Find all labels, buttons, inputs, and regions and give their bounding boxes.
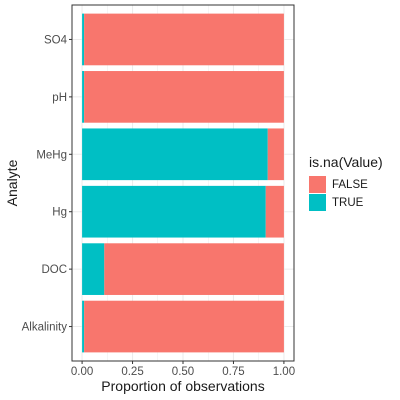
x-tick-label: 0.00	[71, 366, 93, 378]
bar-ph-true	[82, 71, 84, 123]
bar-hg-true	[82, 186, 266, 238]
bar-doc-false	[104, 243, 284, 295]
legend-label-false: FALSE	[332, 179, 368, 191]
y-tick-label: DOC	[41, 264, 67, 276]
y-tick-label: pH	[52, 92, 67, 104]
legend-swatch-false	[309, 176, 326, 193]
legend-item-true: TRUE	[309, 194, 383, 211]
bar-hg-false	[266, 186, 284, 238]
y-axis-title: Analyte	[4, 159, 20, 206]
bar-alkalinity-false	[84, 301, 284, 353]
legend: is.na(Value) FALSE TRUE	[309, 154, 383, 212]
x-axis: 0.00 0.25 0.50 0.75 1.00	[71, 361, 295, 378]
bar-doc-true	[82, 243, 104, 295]
legend-item-false: FALSE	[309, 176, 383, 193]
y-tick-label: MeHg	[36, 149, 67, 161]
legend-swatch-true	[309, 194, 326, 211]
x-tick-label: 0.50	[172, 366, 194, 378]
legend-title: is.na(Value)	[309, 154, 383, 170]
x-tick-label: 1.00	[273, 366, 295, 378]
bar-mehg-true	[82, 128, 268, 180]
x-tick-label: 0.25	[121, 366, 143, 378]
bar-so4-false	[84, 14, 284, 66]
legend-label-true: TRUE	[332, 197, 363, 209]
x-axis-title: Proportion of observations	[101, 378, 264, 394]
y-tick-label: Alkalinity	[22, 322, 68, 334]
y-axis: Alkalinity DOC Hg MeHg pH SO4	[22, 34, 72, 333]
bar-alkalinity-true	[82, 301, 84, 353]
y-tick-label: SO4	[44, 34, 68, 46]
bar-so4-true	[82, 14, 84, 66]
y-tick-label: Hg	[52, 207, 67, 219]
x-tick-label: 0.75	[222, 366, 244, 378]
bar-mehg-false	[268, 128, 284, 180]
bar-ph-false	[84, 71, 284, 123]
